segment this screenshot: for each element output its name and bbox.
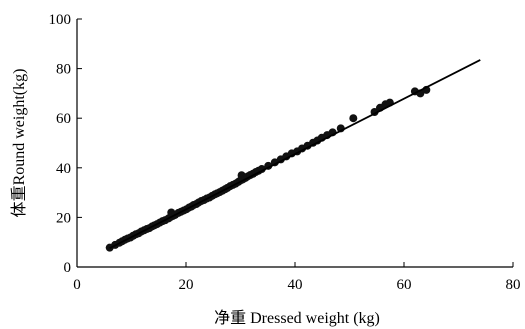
x-axis-title: 净重 Dressed weight (kg) xyxy=(214,309,380,327)
x-tick-label: 60 xyxy=(397,277,412,293)
fit-line xyxy=(109,59,481,249)
y-tick-label: 20 xyxy=(56,210,71,226)
data-point xyxy=(349,114,358,123)
y-axis-title: 体重Round weight(kg) xyxy=(10,69,28,218)
y-tick-label: 60 xyxy=(56,111,71,127)
x-tick-label: 40 xyxy=(288,277,303,293)
x-tick-label: 20 xyxy=(179,277,194,293)
x-tick-label: 0 xyxy=(73,277,81,293)
y-tick-label: 0 xyxy=(64,260,72,276)
axes xyxy=(76,19,513,268)
y-tick-label: 40 xyxy=(56,161,71,177)
y-tick-label: 80 xyxy=(56,62,71,78)
fit-line-group xyxy=(109,59,481,249)
axis-ticks: 0 20 40 60 80 0 20 40 60 80 100 xyxy=(49,12,521,293)
x-tick-label: 80 xyxy=(506,277,521,293)
y-tick-label: 100 xyxy=(49,12,72,28)
